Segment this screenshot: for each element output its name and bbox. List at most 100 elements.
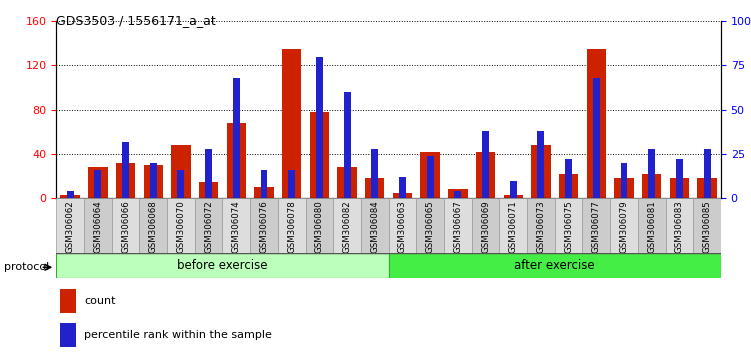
Bar: [454, 191, 461, 198]
Bar: [642, 174, 662, 198]
Bar: [84, 198, 112, 253]
Text: after exercise: after exercise: [514, 259, 595, 272]
Text: GSM306073: GSM306073: [536, 200, 545, 253]
Bar: [676, 159, 683, 198]
Bar: [566, 159, 572, 198]
Bar: [531, 145, 550, 198]
Text: GSM306070: GSM306070: [176, 200, 185, 253]
Bar: [149, 163, 157, 198]
Bar: [476, 152, 495, 198]
Bar: [510, 181, 517, 198]
Text: GDS3503 / 1556171_a_at: GDS3503 / 1556171_a_at: [56, 14, 216, 27]
Text: GSM306062: GSM306062: [65, 200, 74, 253]
Bar: [704, 149, 710, 198]
Bar: [337, 167, 357, 198]
Bar: [698, 178, 716, 198]
Bar: [309, 112, 329, 198]
Bar: [59, 289, 76, 313]
Text: count: count: [84, 296, 116, 306]
Bar: [88, 167, 107, 198]
Bar: [587, 49, 606, 198]
Bar: [389, 253, 721, 278]
Text: percentile rank within the sample: percentile rank within the sample: [84, 330, 272, 340]
Text: GSM306084: GSM306084: [370, 200, 379, 253]
Text: GSM306085: GSM306085: [703, 200, 712, 253]
Text: before exercise: before exercise: [177, 259, 268, 272]
Bar: [306, 198, 333, 253]
Text: GSM306083: GSM306083: [675, 200, 684, 253]
Bar: [538, 131, 544, 198]
Text: GSM306077: GSM306077: [592, 200, 601, 253]
Bar: [56, 198, 84, 253]
Bar: [427, 156, 433, 198]
Bar: [122, 142, 129, 198]
Bar: [670, 178, 689, 198]
Bar: [177, 170, 185, 198]
Bar: [648, 149, 655, 198]
Bar: [261, 170, 267, 198]
Bar: [222, 198, 250, 253]
Bar: [344, 92, 351, 198]
Bar: [448, 189, 468, 198]
Text: GSM306063: GSM306063: [398, 200, 407, 253]
Bar: [143, 165, 163, 198]
Text: GSM306069: GSM306069: [481, 200, 490, 252]
Text: protocol: protocol: [4, 262, 49, 272]
Bar: [393, 193, 412, 198]
Text: GSM306082: GSM306082: [342, 200, 351, 253]
Bar: [620, 163, 628, 198]
Text: GSM306079: GSM306079: [620, 200, 629, 252]
Bar: [333, 198, 361, 253]
Text: GSM306074: GSM306074: [232, 200, 241, 253]
Bar: [205, 149, 212, 198]
Bar: [112, 198, 140, 253]
Bar: [195, 198, 222, 253]
Bar: [56, 253, 389, 278]
Bar: [140, 198, 167, 253]
Bar: [365, 178, 385, 198]
Bar: [167, 198, 195, 253]
Text: GSM306081: GSM306081: [647, 200, 656, 253]
Text: GSM306071: GSM306071: [508, 200, 517, 253]
Bar: [233, 78, 240, 198]
Bar: [499, 198, 527, 253]
Bar: [389, 198, 416, 253]
Bar: [227, 123, 246, 198]
Bar: [416, 198, 444, 253]
Bar: [250, 198, 278, 253]
Bar: [555, 198, 583, 253]
Bar: [116, 163, 135, 198]
Bar: [482, 131, 489, 198]
Bar: [665, 198, 693, 253]
Text: GSM306067: GSM306067: [454, 200, 463, 253]
Bar: [282, 49, 301, 198]
Bar: [444, 198, 472, 253]
Text: GSM306076: GSM306076: [260, 200, 269, 253]
Bar: [316, 57, 323, 198]
Text: GSM306080: GSM306080: [315, 200, 324, 253]
Bar: [371, 149, 379, 198]
Bar: [583, 198, 610, 253]
Text: GSM306068: GSM306068: [149, 200, 158, 253]
Bar: [527, 198, 555, 253]
Bar: [361, 198, 389, 253]
Text: GSM306064: GSM306064: [93, 200, 102, 253]
Bar: [278, 198, 306, 253]
Bar: [288, 170, 295, 198]
Bar: [199, 182, 219, 198]
Text: GSM306065: GSM306065: [426, 200, 435, 253]
Bar: [171, 145, 191, 198]
Bar: [59, 323, 76, 347]
Bar: [504, 195, 523, 198]
Bar: [399, 177, 406, 198]
Bar: [638, 198, 665, 253]
Bar: [559, 174, 578, 198]
Text: GSM306066: GSM306066: [121, 200, 130, 253]
Bar: [61, 195, 80, 198]
Bar: [472, 198, 499, 253]
Bar: [255, 187, 273, 198]
Bar: [610, 198, 638, 253]
Bar: [95, 170, 101, 198]
Text: GSM306078: GSM306078: [287, 200, 296, 253]
Bar: [693, 198, 721, 253]
